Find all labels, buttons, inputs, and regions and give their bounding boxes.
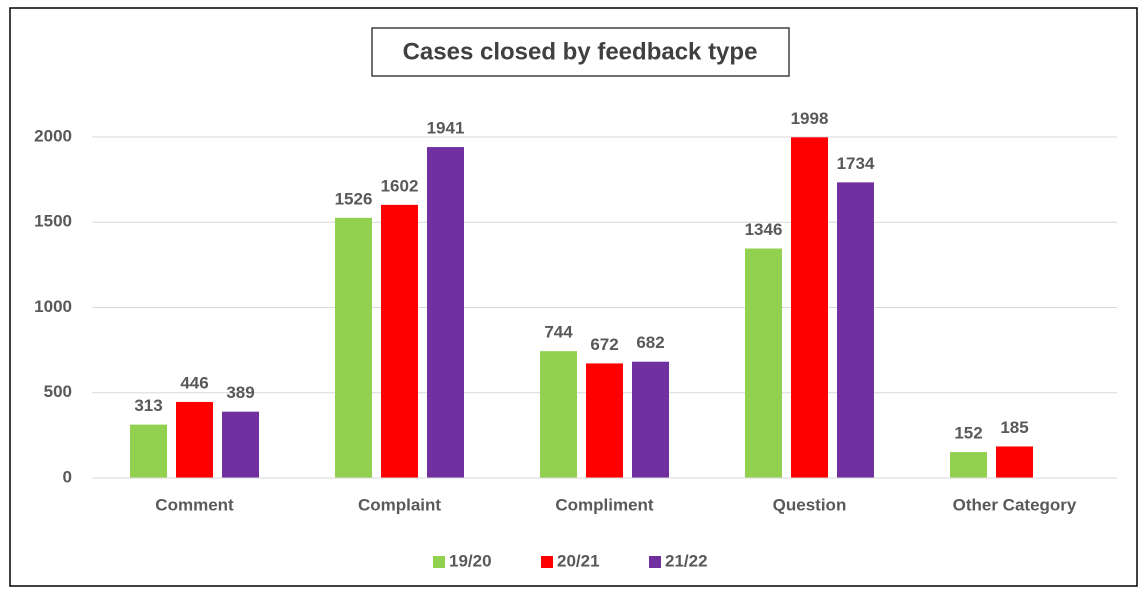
bar: [586, 363, 623, 478]
data-label: 389: [226, 383, 254, 402]
title-box: [371, 27, 790, 77]
bar: [335, 217, 372, 478]
legend-swatch: [649, 556, 661, 568]
legend-swatch: [541, 556, 553, 568]
x-tick-label: Other Category: [953, 495, 1077, 514]
y-tick-label: 0: [63, 467, 72, 486]
chart-frame: [9, 7, 1138, 587]
data-label: 672: [590, 335, 618, 354]
bar: [950, 452, 987, 478]
legend-label: 19/20: [449, 551, 492, 570]
x-tick-label: Compliment: [555, 495, 654, 514]
bar: [381, 204, 418, 478]
y-tick-label: 1000: [34, 297, 72, 316]
bar: [745, 248, 782, 478]
bar: [791, 137, 828, 478]
data-label: 152: [954, 424, 982, 443]
data-label: 1602: [381, 176, 419, 195]
x-tick-label: Comment: [155, 495, 234, 514]
legend-swatch: [433, 556, 445, 568]
bar: [837, 182, 874, 478]
bar: [540, 351, 577, 478]
legend-label: 21/22: [665, 551, 708, 570]
data-label: 446: [180, 373, 208, 392]
y-tick-label: 2000: [34, 126, 72, 145]
data-label: 313: [134, 396, 162, 415]
data-label: 185: [1000, 418, 1028, 437]
bar: [427, 147, 464, 478]
bar: [632, 361, 669, 478]
data-label: 682: [636, 333, 664, 352]
y-tick-label: 1500: [34, 212, 72, 231]
bar: [222, 411, 259, 478]
data-label: 744: [544, 323, 573, 342]
bar: [130, 424, 167, 478]
legend-label: 20/21: [557, 551, 600, 570]
data-label: 1941: [427, 119, 465, 138]
data-label: 1734: [837, 154, 875, 173]
data-label: 1998: [791, 109, 829, 128]
chart-title: Cases closed by feedback type: [403, 38, 758, 65]
x-tick-label: Complaint: [358, 495, 441, 514]
data-label: 1346: [745, 220, 783, 239]
y-tick-label: 500: [44, 382, 72, 401]
bar: [996, 446, 1033, 478]
bar: [176, 401, 213, 478]
data-label: 1526: [335, 189, 373, 208]
x-tick-label: Question: [773, 495, 847, 514]
